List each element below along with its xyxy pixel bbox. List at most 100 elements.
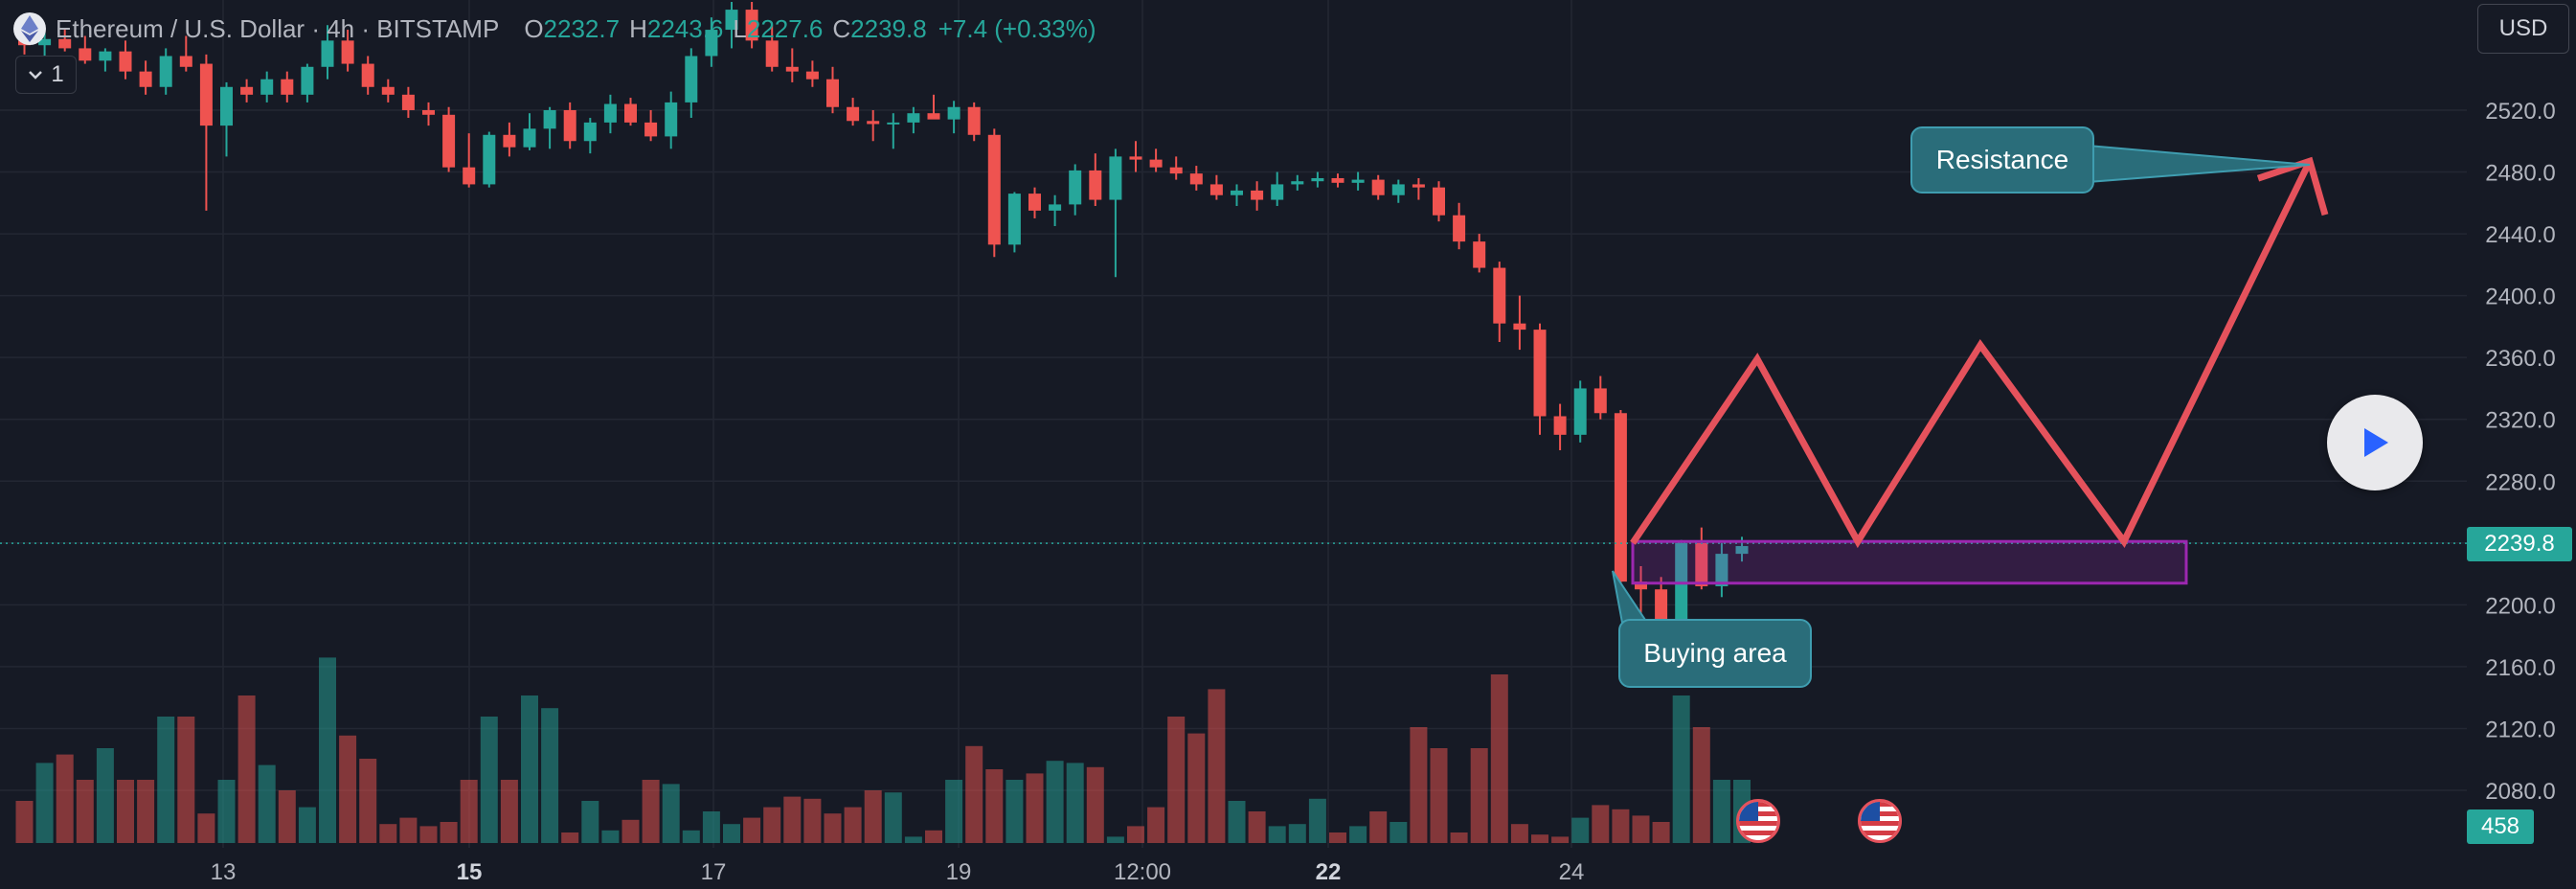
candle (1695, 542, 1708, 586)
volume-bar (541, 708, 559, 843)
candle (301, 66, 314, 95)
volume-bar (682, 830, 700, 843)
symbol-legend: Ethereum / U.S. Dollar · 4h · BITSTAMP O… (13, 10, 1096, 48)
candle (401, 94, 415, 110)
volume-bar (1208, 689, 1226, 843)
candle (987, 134, 1001, 245)
currency-button[interactable]: USD (2477, 4, 2569, 54)
volume-bar (1470, 748, 1488, 843)
candle (1109, 156, 1122, 200)
indicator-count: 1 (51, 61, 64, 87)
volume-bar (1349, 826, 1367, 843)
candle (240, 86, 254, 95)
candle (725, 10, 738, 31)
price-tick-label: 2080.0 (2485, 779, 2555, 805)
volume-bar (1167, 717, 1186, 843)
volume-bar (1571, 817, 1590, 843)
volume-bar (197, 813, 215, 843)
volume-bar (844, 807, 862, 843)
volume-bar (561, 832, 579, 843)
candle (1433, 187, 1445, 216)
candle (463, 167, 476, 185)
volume-label: 458 (2467, 809, 2534, 844)
resistance-callout[interactable]: Resistance (1910, 126, 2094, 194)
candle (583, 122, 597, 142)
price-tick-label: 2480.0 (2485, 161, 2555, 187)
volume-bar (1531, 834, 1548, 843)
candle (927, 113, 940, 120)
volume-bar (662, 784, 680, 843)
candle (523, 128, 536, 148)
candle (199, 63, 213, 126)
volume-bar (76, 780, 94, 843)
candle (38, 38, 52, 46)
candle (1089, 170, 1102, 200)
candle (1189, 173, 1203, 185)
buying-area-callout[interactable]: Buying area (1618, 619, 1812, 688)
us-flag-icon[interactable] (1736, 799, 1780, 843)
volume-bar (1268, 826, 1286, 843)
volume-bar (824, 813, 842, 843)
volume-bar (1672, 695, 1690, 843)
candlestick-series (18, 2, 1749, 654)
candle (1735, 546, 1749, 555)
time-tick-label: 24 (1559, 859, 1585, 885)
volume-bar (803, 798, 822, 843)
candle (1231, 190, 1243, 195)
candle (260, 79, 274, 95)
volume-bar (723, 824, 740, 843)
candle (1453, 215, 1466, 242)
candle (685, 56, 698, 103)
volume-bar (1006, 780, 1024, 843)
candle (805, 71, 819, 80)
candle (1149, 159, 1163, 168)
last-price-label: 2239.8 (2467, 527, 2572, 561)
high-value: 2243.6 (646, 13, 724, 43)
candle (826, 79, 839, 107)
volume-bar (1632, 815, 1650, 843)
resistance-callout-pointer (2087, 144, 2311, 184)
candle (543, 109, 556, 129)
volume-bar (1369, 811, 1388, 843)
candle (665, 102, 678, 137)
candle (745, 10, 758, 41)
volume-bar (319, 657, 336, 843)
volume-bar (1450, 832, 1468, 843)
time-tick-label: 22 (1316, 859, 1342, 885)
play-button[interactable] (2327, 395, 2423, 490)
candle (1251, 190, 1264, 200)
volume-bar (1288, 824, 1306, 843)
volume-bar (925, 830, 942, 843)
candle (1028, 194, 1041, 211)
candle (1049, 204, 1062, 211)
candle (220, 86, 233, 126)
price-tick-label: 2120.0 (2485, 717, 2555, 742)
candle (1533, 330, 1547, 417)
candle (1169, 167, 1183, 174)
volume-bar (1712, 780, 1730, 843)
us-flag-icon[interactable] (1858, 799, 1902, 843)
volume-bar (521, 695, 538, 843)
ohlc-values: O 2232.7 H 2243.6 L 2227.6 C 2239.8 +7.4 (+0… (514, 14, 1096, 44)
price-tick-label: 2400.0 (2485, 285, 2555, 310)
candle (1675, 542, 1688, 628)
projection-path[interactable] (1630, 159, 2314, 549)
time-tick-label: 15 (457, 859, 483, 885)
candle (442, 114, 456, 168)
change-value: +7.4 (+0.33%) (938, 13, 1096, 43)
volume-bar (1127, 826, 1144, 843)
volume-bar (440, 822, 458, 843)
volume-bar (904, 836, 922, 843)
candle (179, 56, 192, 67)
low-label: L (733, 13, 747, 43)
volume-bar (702, 811, 720, 843)
volume-bar (642, 780, 660, 843)
candle (1391, 184, 1405, 195)
indicator-toggle-button[interactable]: 1 (15, 56, 77, 94)
volume-bar (1692, 727, 1710, 843)
buying-zone-rectangle[interactable] (1631, 539, 2188, 585)
volume-bar (601, 830, 620, 843)
candle (1331, 177, 1344, 183)
candle (1614, 413, 1627, 582)
